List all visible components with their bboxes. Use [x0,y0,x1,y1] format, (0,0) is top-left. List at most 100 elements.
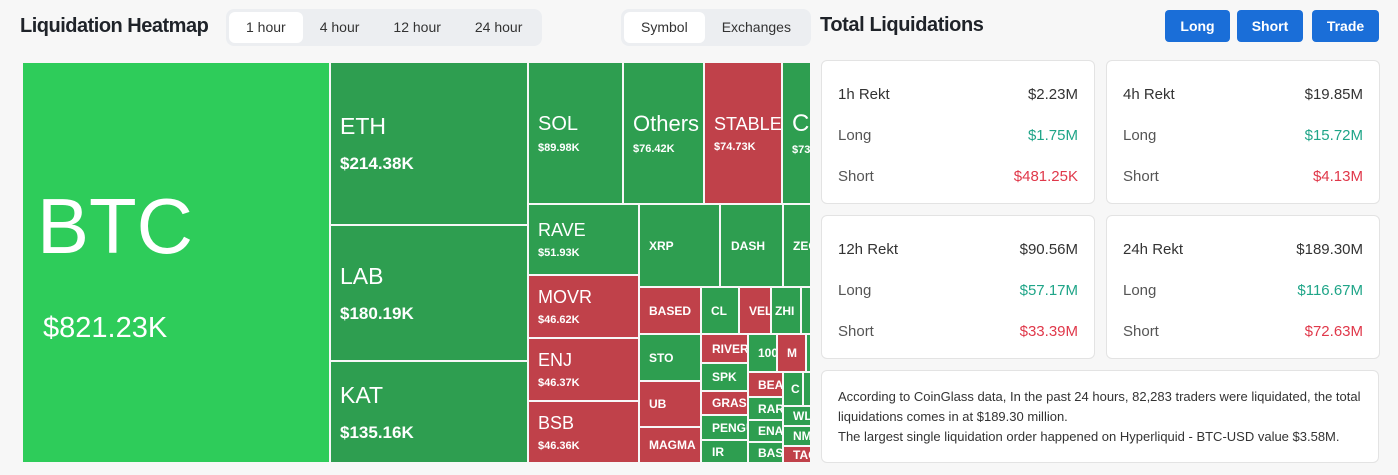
treemap-cell[interactable]: RAVE $51.93K [528,204,639,275]
short-value: $33.39M [1019,323,1078,340]
long-value: $116.67M [1297,282,1363,299]
card-total: $189.30M [1296,241,1363,258]
treemap-cell[interactable] [803,372,810,406]
long-button[interactable]: Long [1165,10,1230,42]
cell-symbol: BTC [37,181,193,270]
treemap-cell[interactable]: ETH $214.38K [330,62,528,225]
treemap-cell[interactable]: BSB $46.36K [528,401,639,463]
cell-value: $89.98K [538,141,580,154]
treemap-cell[interactable]: CL [701,287,739,334]
treemap-cell[interactable]: RIVER [701,334,748,363]
cell-value: $46.62K [538,314,580,326]
card-total: $2.23M [1027,86,1078,103]
treemap-cell[interactable]: SPK [701,363,748,391]
tab-1-hour[interactable]: 1 hour [229,12,303,43]
treemap-cell[interactable]: MOVR $46.62K [528,275,639,338]
card-label: 4h Rekt [1123,86,1175,103]
cell-value: $74.73K [714,140,756,153]
treemap-cell[interactable]: ENJ $46.37K [528,338,639,401]
cell-value: $214.38K [340,154,414,173]
tab-4-hour[interactable]: 4 hour [319,19,360,35]
rekt-card-12h: 12h Rekt $90.56M Long $57.17M Short $33.39M [821,215,1095,359]
cell-symbol: C [791,382,800,396]
cell-symbol: 100 [758,346,777,360]
treemap-cell[interactable]: BTC $821.23K [22,62,330,463]
short-value: $481.25K [1013,168,1078,185]
treemap-cell[interactable]: M [777,334,806,372]
rekt-card-24h: 24h Rekt $189.30M Long $116.67M Short $72.6… [1106,215,1380,359]
rekt-card-4h: 4h Rekt $19.85M Long $15.72M Short $4.13M [1106,60,1380,204]
cell-symbol: BASED [649,303,692,318]
treemap-cell[interactable]: SOL $89.98K [528,62,623,204]
treemap-cell[interactable]: RAR [748,397,783,420]
short-label: Short [838,168,874,185]
treemap-cell[interactable]: ENA [748,420,783,442]
cell-value: $46.36K [538,439,580,452]
treemap-cell[interactable]: STO [639,334,701,381]
cell-symbol: TAO [793,447,810,462]
treemap-cell[interactable]: GRASS [701,391,748,415]
treemap-cell[interactable]: BASED [639,287,701,334]
treemap-cell[interactable]: VELV [739,287,771,334]
cell-symbol: VELV [749,303,771,318]
tab-12-hour[interactable]: 12 hour [393,19,441,35]
cell-symbol: IR [712,444,724,459]
short-value: $72.63M [1304,323,1363,340]
treemap-cell[interactable]: ZHI [771,287,801,334]
treemap-cell[interactable]: Others $76.42K [623,62,704,204]
long-label: Long [1123,282,1157,299]
card-label: 12h Rekt [838,241,899,258]
cell-symbol: Others [633,111,700,136]
tab-24-hour[interactable]: 24 hour [474,19,523,35]
treemap-cell[interactable]: C $73 [782,62,810,204]
treemap-cell[interactable]: PENGU [701,415,748,440]
long-label: Long [1123,127,1157,144]
cell-symbol: STABLE [714,113,782,134]
cell-value: $76.42K [633,143,675,155]
short-button[interactable]: Short [1237,10,1303,42]
treemap-cell[interactable]: DASH [720,204,783,287]
cell-symbol: RAR [758,401,783,416]
treemap-cell[interactable]: NM [783,426,810,446]
treemap-cell[interactable] [801,287,810,334]
long-value: $57.17M [1019,282,1078,299]
cell-symbol: ENJ [538,350,573,370]
cell-value: $73 [792,144,810,156]
short-label: Short [1123,323,1159,340]
treemap-cell[interactable]: C [783,372,803,406]
cell-symbol: BAS [758,445,783,460]
liquidation-summary: According to CoinGlass data, In the past… [821,370,1379,463]
treemap-cell[interactable]: UB [639,381,701,427]
treemap-cell[interactable]: BEAT [748,372,783,397]
cell-symbol: C [792,110,810,137]
treemap-cell[interactable]: WL [783,406,810,426]
card-label: 24h Rekt [1123,241,1184,258]
tab-exchanges[interactable]: Exchanges [721,19,791,35]
treemap-cell[interactable]: ZEC [783,204,810,287]
treemap-cell[interactable]: LAB $180.19K [330,225,528,361]
card-total: $90.56M [1019,241,1078,258]
cell-symbol: XRP [649,238,674,253]
tab-symbol[interactable]: Symbol [624,12,705,43]
long-label: Long [838,282,872,299]
treemap-cell[interactable] [806,334,810,372]
rekt-card-1h: 1h Rekt $2.23M Long $1.75M Short $481.25K [821,60,1095,204]
cell-symbol: UB [649,397,667,411]
cell-symbol: SPK [712,370,737,384]
treemap-cell[interactable]: TAO [783,446,810,463]
treemap-cell[interactable]: IR [701,440,748,463]
treemap-cell[interactable]: KAT $135.16K [330,361,528,463]
view-tabs: Symbol Exchanges [621,9,811,46]
trade-button[interactable]: Trade [1312,10,1379,42]
cell-symbol: GRASS [712,396,747,410]
treemap-cell[interactable]: MAGMA [639,427,701,463]
cell-value: $51.93K [538,247,580,259]
cell-symbol: KAT [340,381,384,408]
treemap-cell[interactable]: 100 [748,334,777,372]
treemap-cell[interactable]: XRP [639,204,720,287]
treemap-cell[interactable]: BAS [748,442,783,463]
cell-symbol: ENA [758,424,783,438]
treemap-cell[interactable]: STABLE $74.73K [704,62,782,204]
card-label: 1h Rekt [838,86,890,103]
cell-symbol: ZEC [793,238,810,253]
